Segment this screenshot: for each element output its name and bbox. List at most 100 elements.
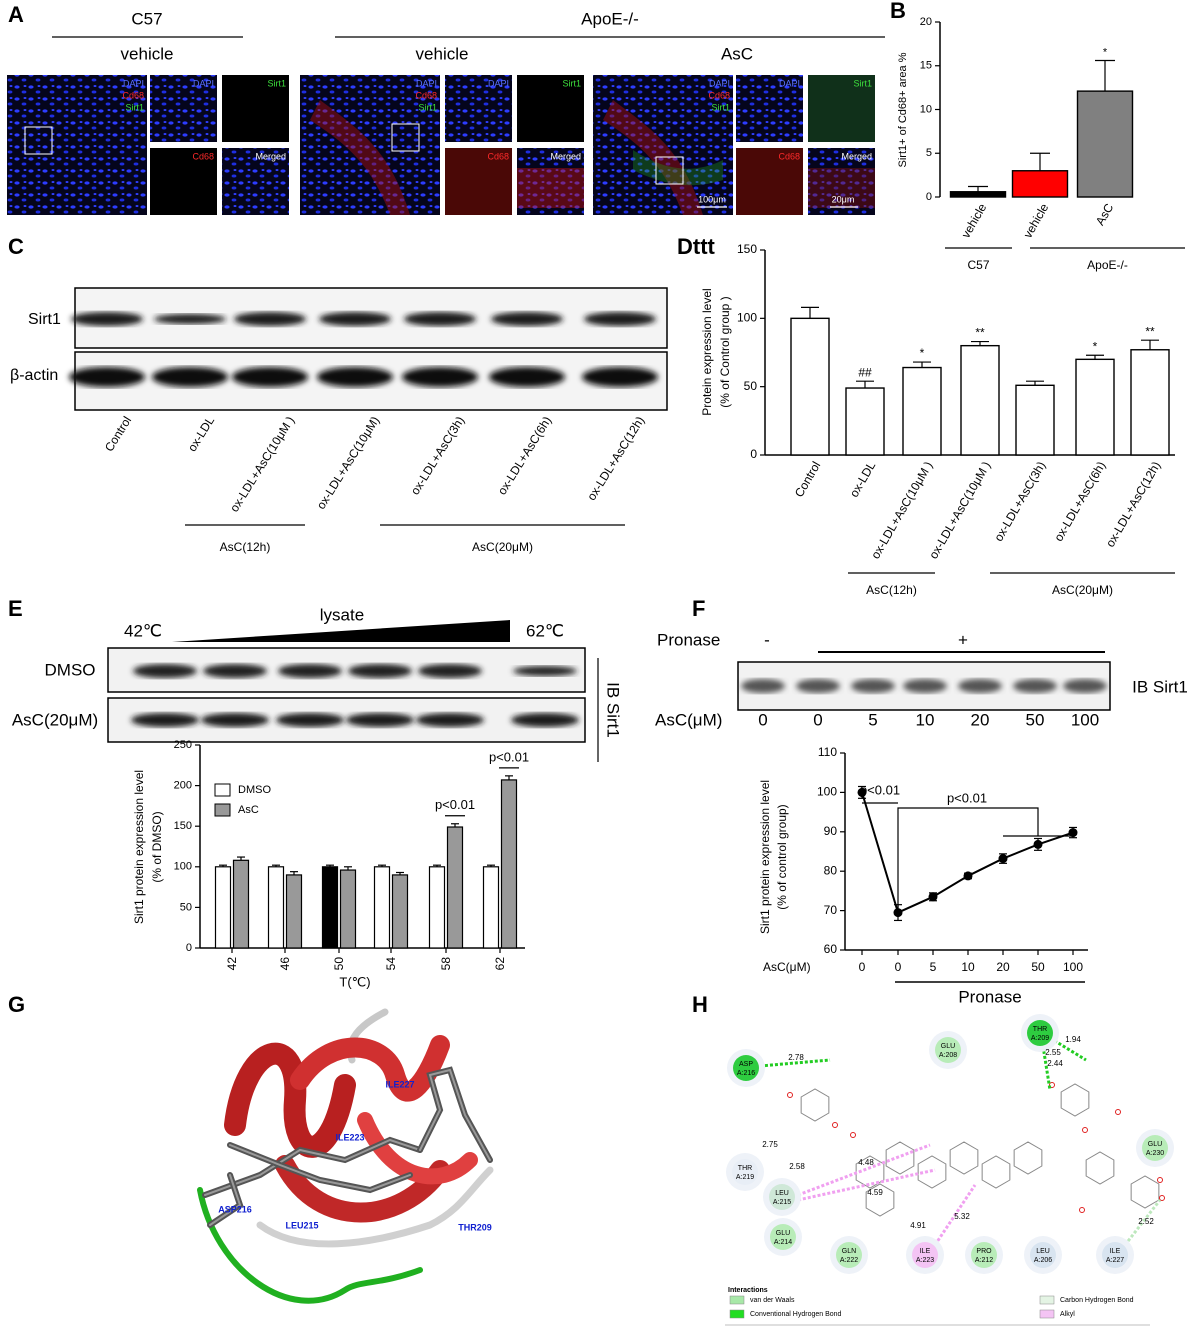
merged-overlay bbox=[517, 168, 584, 208]
ligand-highlight bbox=[204, 1138, 421, 1196]
stain-label: Sirt1 bbox=[125, 102, 144, 112]
treatment-label: vehicle bbox=[416, 44, 469, 63]
x-tick-label: ox-LDL+AsC(6h) bbox=[1051, 459, 1108, 544]
tile-label: Cd68 bbox=[778, 151, 800, 161]
blot-band bbox=[851, 679, 895, 693]
tile-label: DAPI bbox=[779, 78, 800, 88]
blot-band bbox=[317, 367, 393, 387]
annotation: p<0.01 bbox=[489, 749, 529, 764]
blot-band bbox=[201, 713, 269, 727]
bar bbox=[960, 344, 1000, 456]
tile-label: Cd68 bbox=[192, 151, 214, 161]
distance-label: 5.32 bbox=[954, 1212, 970, 1221]
y-axis-title: (% of control group) bbox=[775, 804, 789, 909]
x-tick-label: 54 bbox=[384, 957, 398, 971]
blot-band bbox=[903, 679, 947, 693]
micrograph-tile bbox=[736, 148, 803, 215]
lane-label: 100 bbox=[1071, 710, 1099, 729]
group-label: AsC(12h) bbox=[866, 583, 917, 597]
x-tick-label: vehicle bbox=[959, 201, 990, 241]
distance-label: 2.58 bbox=[789, 1162, 805, 1171]
residue-name: GLU bbox=[1148, 1141, 1162, 1148]
residue-name: PRO bbox=[976, 1248, 992, 1255]
residue bbox=[1030, 1242, 1056, 1268]
panel-label: E bbox=[8, 596, 23, 621]
row-label: Sirt1 bbox=[28, 311, 61, 328]
micrograph bbox=[300, 75, 440, 215]
micrograph-tile bbox=[150, 148, 217, 215]
panel-label: Dttt bbox=[677, 234, 716, 259]
residue bbox=[1102, 1242, 1128, 1268]
lane-label: 0 bbox=[813, 710, 822, 729]
bar bbox=[1011, 170, 1069, 198]
blot-band bbox=[418, 664, 482, 678]
probe-label: IB Sirt1 bbox=[1132, 677, 1188, 696]
blot-band bbox=[69, 367, 145, 387]
ring bbox=[949, 1141, 979, 1175]
oxygen bbox=[850, 1132, 856, 1138]
blot-band bbox=[958, 679, 1002, 693]
temp-label: 42℃ bbox=[124, 621, 162, 640]
micrograph-tile bbox=[445, 75, 512, 142]
panel-label: C bbox=[8, 234, 24, 259]
scale-bar-label: 100μm bbox=[698, 194, 726, 204]
bar bbox=[232, 859, 250, 949]
residue bbox=[836, 1242, 862, 1268]
x-tick-label: 0 bbox=[859, 960, 866, 974]
residue bbox=[732, 1159, 758, 1185]
tile-label: Cd68 bbox=[487, 151, 509, 161]
blot-band bbox=[491, 312, 563, 326]
y-axis-title: Sirt1 protein expression level bbox=[132, 770, 146, 924]
x-tick-label: 46 bbox=[278, 957, 292, 971]
residue bbox=[1142, 1135, 1168, 1161]
y-tick-label: 10 bbox=[920, 103, 932, 115]
y-tick-label: 100 bbox=[174, 861, 192, 873]
residue bbox=[971, 1242, 997, 1268]
bar bbox=[214, 866, 232, 949]
blot-band bbox=[582, 367, 658, 387]
significance: * bbox=[1093, 339, 1098, 353]
interaction bbox=[759, 1058, 831, 1068]
strain-label: ApoE-/- bbox=[581, 9, 639, 28]
bar bbox=[845, 387, 885, 456]
helix bbox=[290, 1035, 450, 1102]
x-tick-label: ox-LDL+AsC(12h) bbox=[1103, 459, 1163, 549]
x-tick-label: 5 bbox=[930, 960, 937, 974]
treatment-label: vehicle bbox=[121, 44, 174, 63]
annotation: p<0.01 bbox=[435, 797, 475, 812]
legend-swatch bbox=[729, 1309, 745, 1319]
micrograph-tile bbox=[517, 148, 584, 215]
oxygen bbox=[1049, 1082, 1055, 1088]
x-tick-label: ox-LDL bbox=[847, 459, 879, 500]
residue-chain: A:222 bbox=[840, 1257, 858, 1264]
ring bbox=[981, 1155, 1011, 1189]
ligand-highlight bbox=[229, 1144, 411, 1192]
y-tick-label: 0 bbox=[926, 191, 932, 203]
residue bbox=[1027, 1020, 1053, 1046]
residue-chain: A:223 bbox=[916, 1257, 934, 1264]
ring bbox=[917, 1155, 947, 1189]
tile-label: DAPI bbox=[193, 78, 214, 88]
helix bbox=[224, 1042, 356, 1158]
lane-label: ox-LDL+AsC(10μM) bbox=[314, 414, 382, 512]
legend-swatch bbox=[214, 783, 231, 797]
blot-band bbox=[796, 679, 840, 693]
oxygen bbox=[1115, 1109, 1121, 1115]
blot-band bbox=[278, 664, 342, 678]
residue-chain: A:216 bbox=[737, 1070, 755, 1077]
y-tick-label: 50 bbox=[180, 901, 192, 913]
bar bbox=[949, 191, 1007, 198]
footer-label: Pronase bbox=[958, 987, 1021, 1006]
micrograph bbox=[593, 75, 733, 215]
zoom-box bbox=[391, 123, 420, 152]
blot-band bbox=[131, 713, 199, 727]
row-label: AsC(20μM) bbox=[12, 710, 98, 729]
y-axis-title: Protein expression level bbox=[700, 288, 714, 415]
ring bbox=[1085, 1151, 1115, 1185]
blot-band bbox=[511, 713, 579, 727]
micrograph-tile bbox=[808, 75, 875, 142]
stain-label: Sirt1 bbox=[711, 102, 730, 112]
residue-chain: A:208 bbox=[939, 1052, 957, 1059]
y-tick-label: 150 bbox=[737, 242, 757, 256]
distance-label: 2.52 bbox=[1138, 1217, 1154, 1226]
